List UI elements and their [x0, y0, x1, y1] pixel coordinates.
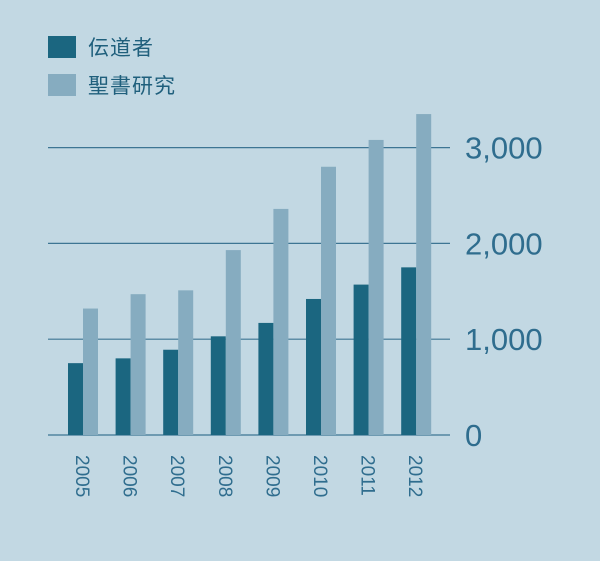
bar-bible-studies-2007 — [178, 290, 194, 435]
bar-evangelists-2008 — [210, 336, 226, 435]
bar-bible-studies-2010 — [321, 166, 336, 435]
x-category-label: 2009 — [261, 455, 282, 497]
x-category-label: 2006 — [119, 455, 140, 497]
legend-swatch-evangelists — [48, 36, 76, 58]
y-tick-labels: 0 1,000 2,000 3,000 — [465, 131, 543, 453]
bar-evangelists-2009 — [258, 322, 274, 435]
y-tick-label: 0 — [465, 418, 482, 453]
bar-bible-studies-2006 — [130, 294, 146, 435]
bar-bible-studies-2009 — [273, 208, 289, 435]
y-tick-label: 3,000 — [465, 131, 543, 166]
legend: 伝道者 聖書研究 — [48, 34, 176, 110]
bar-evangelists-2006 — [115, 358, 131, 435]
bar-bible-studies-2011 — [368, 139, 384, 435]
x-category-label: 2010 — [309, 455, 330, 497]
bar-evangelists-2010 — [306, 298, 321, 435]
bars — [68, 114, 432, 435]
legend-item-bible-studies: 聖書研究 — [48, 72, 176, 98]
gridlines — [48, 147, 450, 436]
bar-bible-studies-2008 — [225, 250, 241, 435]
x-category-label: 2008 — [214, 455, 235, 497]
bar-evangelists-2007 — [163, 349, 179, 435]
x-category-labels: 2005 2006 2007 2008 2009 2010 2011 2012 — [71, 455, 425, 497]
legend-item-evangelists: 伝道者 — [48, 34, 176, 60]
bar-evangelists-2005 — [68, 363, 83, 435]
bar-evangelists-2012 — [401, 267, 417, 435]
legend-label-bible-studies: 聖書研究 — [88, 74, 176, 98]
legend-label-evangelists: 伝道者 — [88, 36, 154, 60]
x-category-label: 2012 — [404, 455, 425, 497]
y-tick-label: 2,000 — [465, 226, 543, 261]
x-category-label: 2011 — [357, 455, 378, 496]
y-tick-label: 1,000 — [465, 322, 543, 357]
bar-bible-studies-2012 — [416, 114, 432, 435]
x-category-label: 2007 — [166, 455, 187, 497]
bar-evangelists-2011 — [353, 284, 369, 435]
bar-bible-studies-2005 — [83, 308, 98, 435]
x-category-label: 2005 — [71, 455, 92, 497]
legend-swatch-bible-studies — [48, 74, 76, 96]
